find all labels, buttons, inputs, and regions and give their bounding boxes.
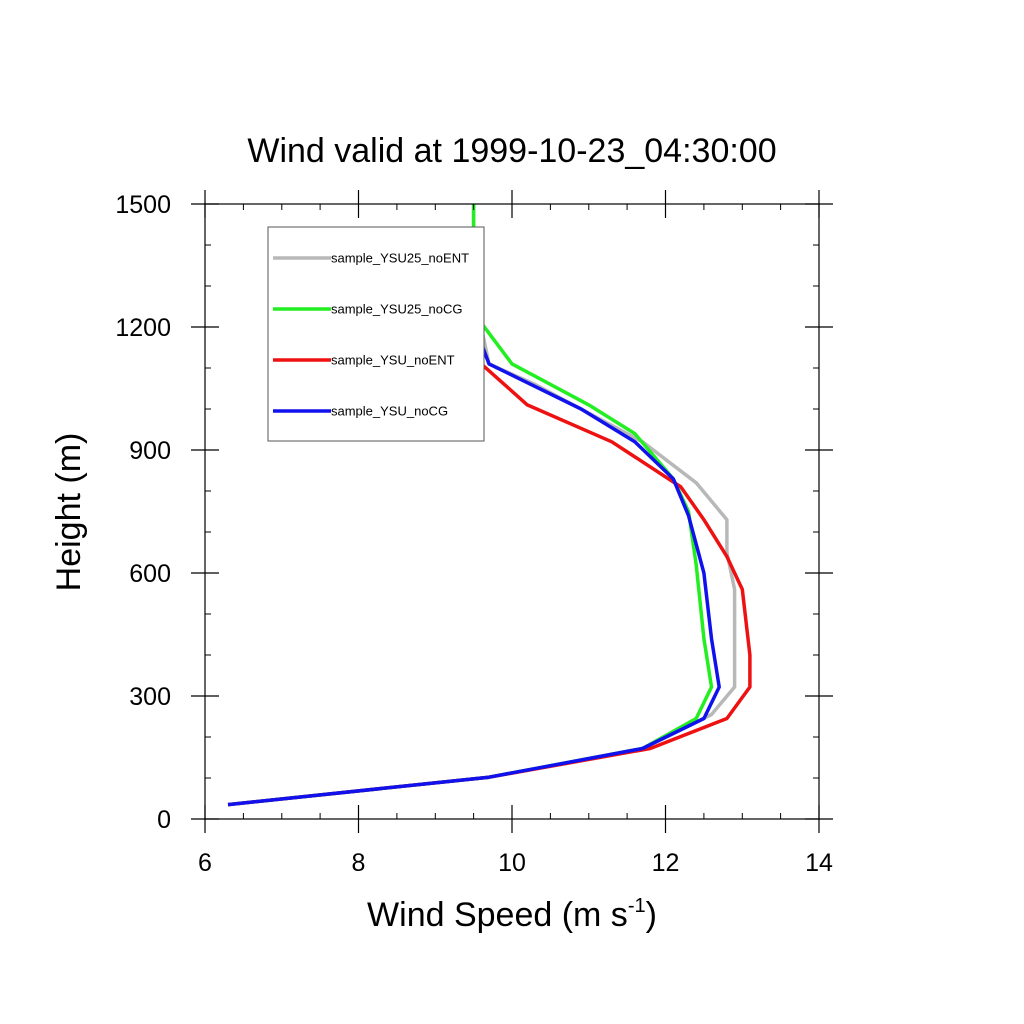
x-tick-label: 8 xyxy=(352,849,366,877)
y-axis-ticks: 0 300 600 900 1200 1500 xyxy=(115,191,833,834)
legend-items: sample_YSU25_noENT sample_YSU25_noCGsampl… xyxy=(273,251,469,419)
series-line-sample_YSU_noENT xyxy=(227,322,752,807)
y-tick-label: 1500 xyxy=(115,191,171,219)
legend: sample_YSU25_noENT sample_YSU25_noCGsampl… xyxy=(267,226,485,442)
x-tick-label: 12 xyxy=(652,849,680,877)
y-axis-label: Height (m) xyxy=(50,433,88,592)
x-axis-label-main: Wind Speed (m s xyxy=(367,896,628,934)
legend-label: sample_YSU_noCG xyxy=(331,404,448,419)
legend-label: sample_YSU25_noENT xyxy=(331,251,469,266)
x-tick-label: 10 xyxy=(498,849,526,877)
legend-box xyxy=(267,226,485,442)
y-tick-label: 1200 xyxy=(115,314,171,342)
x-tick-label: 14 xyxy=(805,849,833,877)
legend-label: sample_YSU_noENT xyxy=(331,353,455,368)
y-tick-label: 900 xyxy=(129,437,171,465)
x-axis-label-superscript: -1 xyxy=(628,895,646,917)
y-tick-label: 600 xyxy=(129,560,171,588)
y-tick-label: 300 xyxy=(129,683,171,711)
x-axis-label: Wind Speed (m s-1) xyxy=(367,895,657,934)
series-line-sample_YSU_noCG xyxy=(227,322,721,807)
legend-label: sample_YSU25_noCG xyxy=(331,302,463,317)
chart-title: Wind valid at 1999-10-23_04:30:00 xyxy=(247,132,776,170)
x-axis-label-suffix: ) xyxy=(646,896,657,934)
y-tick-label: 0 xyxy=(157,806,171,834)
x-tick-label: 6 xyxy=(198,849,212,877)
